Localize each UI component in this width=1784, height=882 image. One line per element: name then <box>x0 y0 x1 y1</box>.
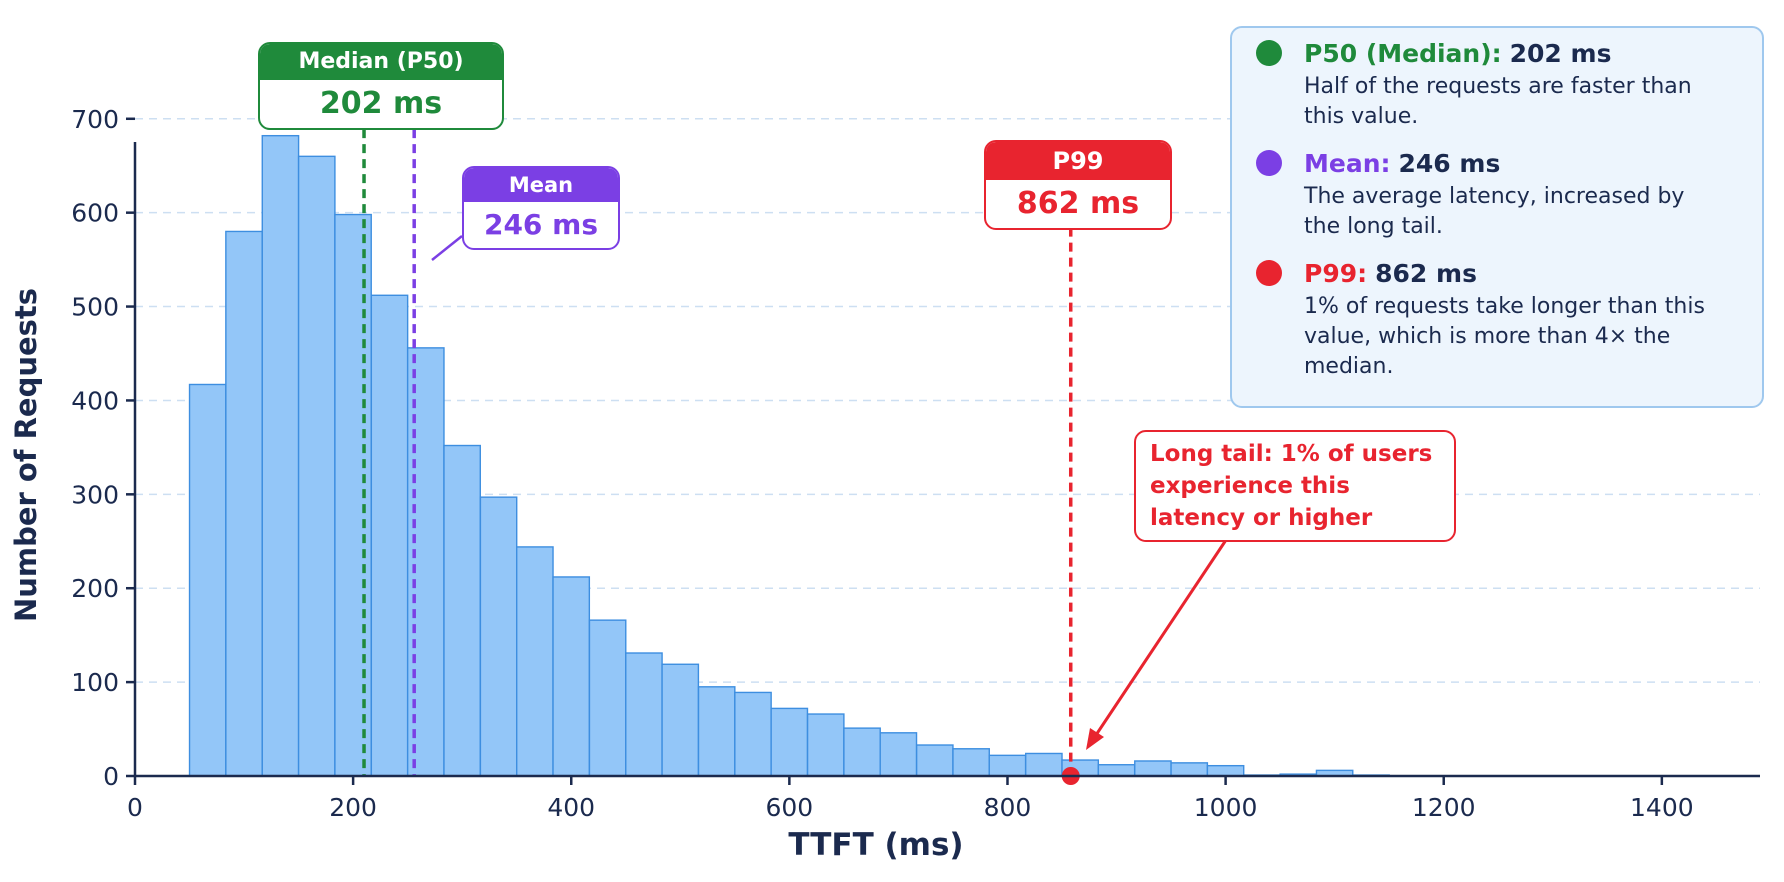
histogram-bar <box>625 652 663 777</box>
x-tick-label: 1400 <box>1630 793 1694 822</box>
y-tick-label: 500 <box>71 293 119 322</box>
histogram-bar <box>443 444 481 777</box>
histogram-bar <box>261 134 300 777</box>
histogram-bar <box>370 294 409 777</box>
y-tick-label: 400 <box>71 386 119 415</box>
legend-item-p99: P99: 862 ms 1% of requests take longer th… <box>1254 256 1740 382</box>
legend-item-mean: Mean: 246 ms The average latency, increas… <box>1254 146 1740 242</box>
histogram-bar <box>843 727 881 777</box>
histogram-bar <box>697 686 736 777</box>
histogram-bar <box>297 155 336 777</box>
histogram-bar <box>1134 760 1172 777</box>
y-tick-label: 200 <box>71 574 119 603</box>
histogram-bar <box>552 576 591 777</box>
mean-callout-value: 246 ms <box>483 208 599 241</box>
histogram-bar <box>516 546 554 777</box>
histogram-bar <box>188 383 227 777</box>
legend-mean-value: 246 ms <box>1398 149 1501 178</box>
legend-dot-mean <box>1256 150 1282 176</box>
x-tick-label: 200 <box>329 793 377 822</box>
legend-mean-head: Mean: 246 ms <box>1304 146 1740 182</box>
histogram-bar <box>1206 764 1245 777</box>
x-tick-label: 0 <box>127 793 143 822</box>
x-tick-label: 800 <box>984 793 1032 822</box>
p99-callout-value: 862 ms <box>1016 186 1140 221</box>
y-tick-label: 600 <box>71 199 119 228</box>
p99-callout: P99 862 ms <box>984 140 1172 230</box>
legend-p99-head: P99: 862 ms <box>1304 256 1740 292</box>
histogram-bar <box>1024 752 1063 777</box>
histogram-bar <box>479 496 518 777</box>
mean-callout-pointer <box>431 235 463 261</box>
legend-p99-desc: 1% of requests take longer than this val… <box>1304 294 1705 379</box>
histogram-bar <box>225 230 263 777</box>
histogram-bar <box>588 619 627 777</box>
legend-mean-label: Mean: <box>1304 149 1391 178</box>
histogram-bar <box>879 732 918 777</box>
tail-arrow-head <box>1086 728 1104 750</box>
x-tick-label: 1200 <box>1412 793 1476 822</box>
legend-dot-p50 <box>1256 40 1282 66</box>
axes: 0 100 200 300 400 500 600 700 0 200 400 600 800 1000 1… <box>71 105 1760 822</box>
legend-p50-head: P50 (Median): 202 ms <box>1304 36 1740 72</box>
histogram-bar <box>915 744 954 777</box>
legend-p50-value: 202 ms <box>1509 39 1612 68</box>
y-tick-label: 100 <box>71 668 119 697</box>
tail-arrow-line <box>1092 539 1228 739</box>
median-callout: Median (P50) 202 ms <box>258 42 504 130</box>
mean-callout: Mean 246 ms <box>462 166 620 250</box>
histogram-bar <box>806 713 845 777</box>
histogram-bar <box>952 748 990 777</box>
legend-item-p50: P50 (Median): 202 ms Half of the requests… <box>1254 36 1740 132</box>
mean-callout-title: Mean <box>464 168 618 202</box>
y-axis-label: Number of Requests <box>9 288 43 622</box>
legend-p99-label: P99: <box>1304 259 1368 288</box>
histogram-bar <box>1097 764 1136 777</box>
x-tick-label: 400 <box>547 793 595 822</box>
long-tail-annotation: Long tail: 1% of users experience this l… <box>1134 430 1456 542</box>
y-tick-label: 0 <box>103 762 119 791</box>
histogram-bar <box>406 347 445 777</box>
y-tick-label: 700 <box>71 105 119 134</box>
histogram-bar <box>661 663 700 777</box>
legend-p50-label: P50 (Median): <box>1304 39 1502 68</box>
x-axis-label: TTFT (ms) <box>788 827 963 863</box>
p99-callout-title: P99 <box>986 142 1170 180</box>
y-tick-label: 300 <box>71 480 119 509</box>
median-callout-value: 202 ms <box>319 86 443 121</box>
x-tick-label: 1000 <box>1194 793 1258 822</box>
legend-p50-desc: Half of the requests are faster than thi… <box>1304 74 1692 129</box>
legend-dot-p99 <box>1256 260 1282 286</box>
median-callout-title: Median (P50) <box>260 44 502 80</box>
x-tick-label: 600 <box>766 793 814 822</box>
histogram-bar <box>734 691 772 777</box>
legend-mean-desc: The average latency, increased by the lo… <box>1304 184 1685 239</box>
histogram-bar <box>988 754 1027 777</box>
histogram-bar <box>334 213 372 777</box>
histogram-bar <box>770 707 809 777</box>
histogram-bar <box>1170 762 1209 777</box>
legend-panel: P50 (Median): 202 ms Half of the requests… <box>1230 26 1764 408</box>
legend-p99-value: 862 ms <box>1375 259 1477 288</box>
